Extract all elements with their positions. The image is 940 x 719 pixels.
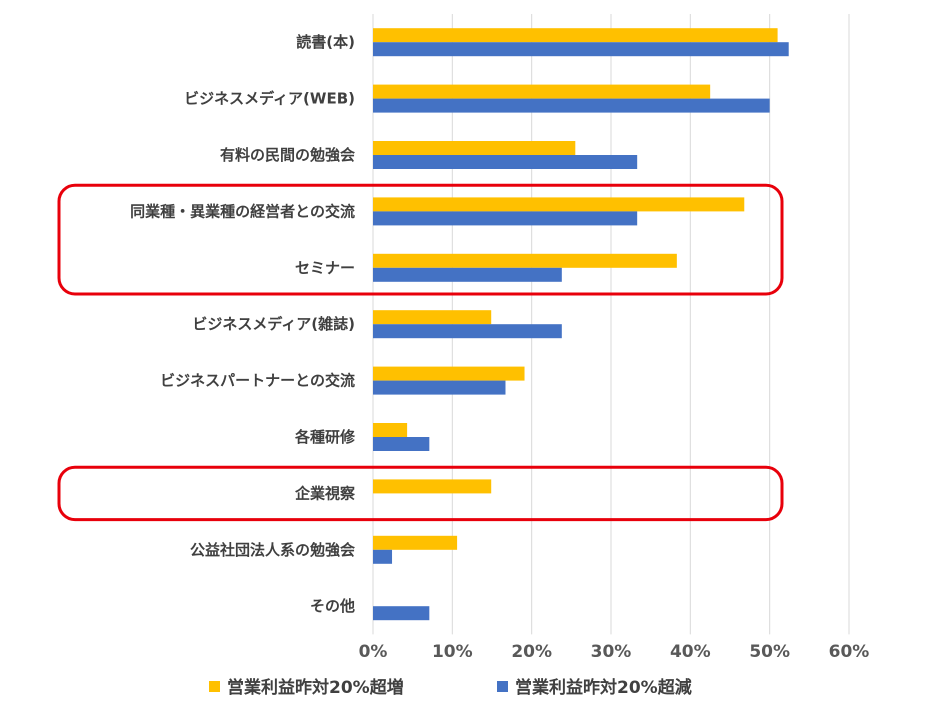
- bar-increase: [373, 423, 408, 437]
- highlight-boxes: [57, 183, 784, 522]
- bar-increase: [373, 84, 711, 99]
- legend-swatch: [497, 681, 508, 692]
- category-label: セミナー: [295, 259, 355, 277]
- bar-increase: [373, 535, 458, 550]
- category-label: ビジネスメディア(WEB): [184, 90, 355, 108]
- bar-increase: [373, 253, 677, 268]
- legend-label: 営業利益昨対20%超減: [515, 677, 692, 698]
- category-label: 読書(本): [296, 33, 355, 51]
- x-tick-label: 40%: [670, 642, 711, 662]
- legend-swatch: [209, 681, 220, 692]
- category-label: その他: [310, 597, 355, 615]
- category-label: 有料の民間の勉強会: [220, 146, 355, 164]
- bars: [373, 28, 789, 621]
- category-labels: 読書(本) ビジネスメディア(WEB) 有料の民間の勉強会同業種・異業種の経営者との…: [130, 33, 356, 615]
- bar-decrease: [373, 267, 562, 282]
- bar-decrease: [373, 155, 638, 169]
- bar-increase: [373, 141, 576, 155]
- x-tick-label: 60%: [829, 642, 870, 662]
- bar-increase: [373, 366, 525, 381]
- category-label: ビジネスメディア(雑誌): [192, 315, 355, 333]
- x-tick-labels: 0% 10% 20% 30% 40% 50% 60%: [359, 642, 870, 662]
- bar-decrease: [373, 324, 562, 339]
- category-label: 同業種・異業種の経営者との交流: [130, 202, 355, 220]
- x-tick-label: 0%: [359, 642, 388, 662]
- x-tick-label: 10%: [432, 642, 473, 662]
- category-label: 企業視察: [294, 484, 356, 502]
- bar-decrease: [373, 42, 789, 57]
- bar-decrease: [373, 437, 430, 451]
- highlight-box-1: [57, 465, 784, 522]
- bar-increase: [373, 479, 492, 494]
- bar-decrease: [373, 98, 770, 113]
- bar-increase: [373, 28, 778, 43]
- x-tick-label: 20%: [511, 642, 552, 662]
- category-label: 公益社団法人系の勉強会: [190, 541, 355, 559]
- bar-decrease: [373, 380, 506, 395]
- highlight-box-0: [57, 183, 784, 296]
- legend-label: 営業利益昨対20%超増: [227, 677, 404, 698]
- bar-increase: [373, 310, 492, 325]
- x-tick-label: 30%: [591, 642, 632, 662]
- legend: 営業利益昨対20%超増 営業利益昨対20%超減: [209, 677, 692, 698]
- bar-decrease: [373, 606, 430, 621]
- x-tick-label: 50%: [749, 642, 790, 662]
- category-label: 各種研修: [294, 428, 356, 446]
- bar-increase: [373, 197, 745, 212]
- bar-decrease: [373, 549, 393, 564]
- category-label: ビジネスパートナーとの交流: [160, 372, 355, 390]
- bar-decrease: [373, 211, 638, 226]
